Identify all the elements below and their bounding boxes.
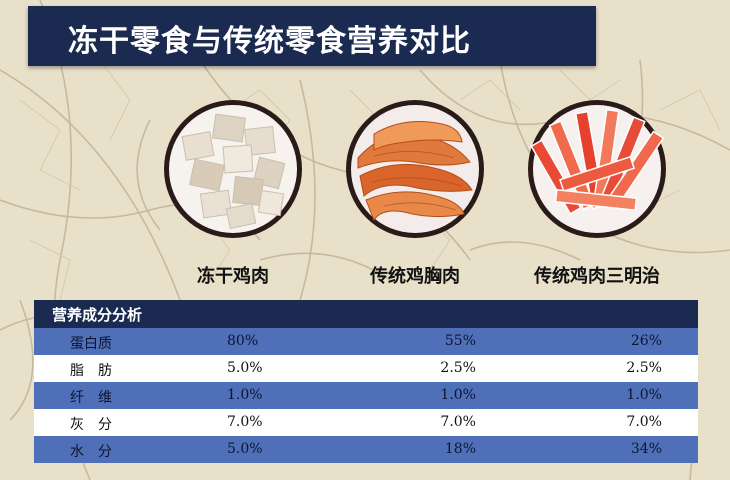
- row-label: 灰 分: [70, 417, 112, 433]
- cell-chicken-breast: 2.5%: [440, 360, 476, 376]
- cell-chicken-sandwich: 2.5%: [626, 360, 662, 376]
- table-header: 营养成分分析: [34, 300, 698, 328]
- cell-chicken-sandwich: 26%: [630, 333, 662, 349]
- table-header-title: 营养成分分析: [52, 306, 143, 324]
- chicken-sandwich-sticks-photo: [528, 100, 666, 238]
- cell-chicken-sandwich: 1.0%: [626, 387, 662, 403]
- product-caption-freeze-dried-chicken: 冻干鸡肉: [197, 266, 269, 287]
- product-caption-chicken-breast: 传统鸡胸肉: [370, 266, 460, 287]
- cell-chicken-breast: 7.0%: [440, 414, 476, 430]
- cell-chicken-breast: 18%: [444, 441, 476, 457]
- table-row-fiber: 纤 维 1.0% 1.0% 1.0%: [34, 382, 698, 409]
- cell-freeze-dried: 5.0%: [227, 441, 263, 457]
- page-title: 冻干零食与传统零食营养对比: [68, 24, 471, 59]
- product-caption-chicken-sandwich: 传统鸡肉三明治: [534, 266, 660, 287]
- row-label: 蛋白质: [70, 336, 112, 352]
- table-row-moisture: 水 分 5.0% 18% 34%: [34, 436, 698, 463]
- cell-freeze-dried: 5.0%: [227, 360, 263, 376]
- row-label: 水 分: [70, 444, 112, 460]
- row-label: 脂 肪: [70, 363, 112, 379]
- cell-chicken-breast: 55%: [444, 333, 476, 349]
- cell-freeze-dried: 80%: [227, 333, 259, 349]
- chicken-breast-jerky-photo: [346, 100, 484, 238]
- cell-chicken-sandwich: 34%: [630, 441, 662, 457]
- nutrition-table: 营养成分分析 蛋白质 80% 55% 26% 脂 肪 5.0% 2.5% 2.5…: [34, 300, 698, 468]
- table-row-protein: 蛋白质 80% 55% 26%: [34, 328, 698, 355]
- freeze-dried-chicken-cubes-photo: [164, 100, 302, 238]
- row-label: 纤 维: [70, 390, 112, 406]
- cell-chicken-sandwich: 7.0%: [626, 414, 662, 430]
- cell-freeze-dried: 7.0%: [227, 414, 263, 430]
- cell-freeze-dried: 1.0%: [227, 387, 263, 403]
- title-banner: 冻干零食与传统零食营养对比: [28, 6, 596, 66]
- cell-chicken-breast: 1.0%: [440, 387, 476, 403]
- table-row-fat: 脂 肪 5.0% 2.5% 2.5%: [34, 355, 698, 382]
- table-row-ash: 灰 分 7.0% 7.0% 7.0%: [34, 409, 698, 436]
